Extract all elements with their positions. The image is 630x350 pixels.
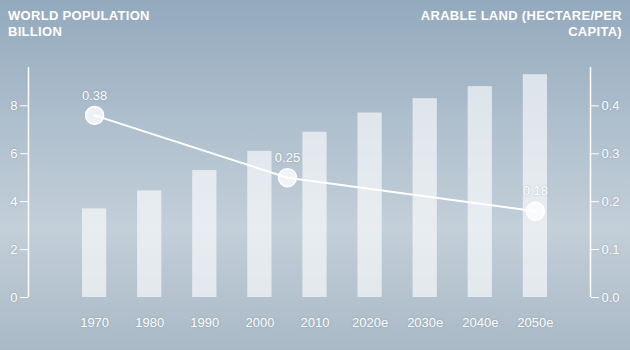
svg-text:2030e: 2030e (407, 315, 443, 330)
svg-text:0.3: 0.3 (602, 146, 620, 161)
svg-text:2040e: 2040e (462, 315, 498, 330)
html-text:ARABLE LAND (HECTARE/PER CAPIT: ARABLE LAND (HECTARE/PER CAPITA) (420, 8, 622, 39)
svg-text:2020e: 2020e (352, 315, 388, 330)
svg-text:1990: 1990 (190, 315, 219, 330)
svg-text:0.1: 0.1 (602, 242, 620, 257)
svg-text:4: 4 (10, 194, 17, 209)
html-text:WORLD POPULATION BILLION: WORLD POPULATION BILLION (8, 8, 150, 39)
svg-text:1980: 1980 (135, 315, 164, 330)
svg-text:0: 0 (10, 290, 17, 305)
svg-text:2000: 2000 (245, 315, 274, 330)
svg-text:8: 8 (10, 98, 17, 113)
svg-text:1970: 1970 (80, 315, 109, 330)
svg-text:0.0: 0.0 (602, 290, 620, 305)
svg-text:6: 6 (10, 146, 17, 161)
svg-text:0.18: 0.18 (523, 183, 548, 198)
svg-text:2050e: 2050e (517, 315, 553, 330)
svg-text:2: 2 (10, 242, 17, 257)
svg-text:0.2: 0.2 (602, 194, 620, 209)
svg-text:2010: 2010 (301, 315, 330, 330)
svg-text:0.25: 0.25 (275, 150, 300, 165)
svg-text:0.4: 0.4 (602, 98, 620, 113)
svg-text:0.38: 0.38 (82, 88, 107, 103)
